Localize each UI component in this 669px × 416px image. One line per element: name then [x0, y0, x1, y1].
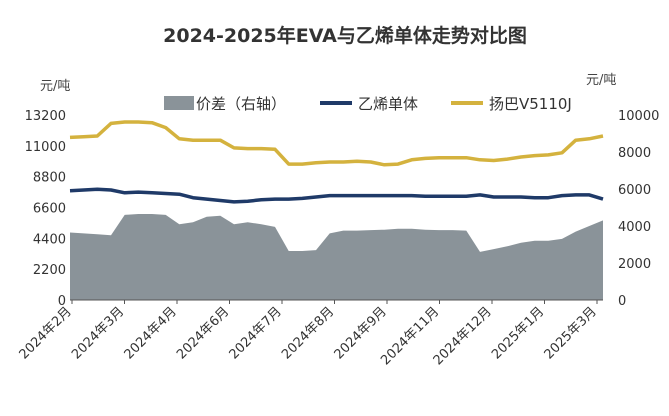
y-left-tick-label: 0 — [58, 294, 66, 309]
y-right-tick-label: 2000 — [618, 257, 651, 272]
spread-area-series — [70, 214, 603, 300]
legend-label: 乙烯单体 — [358, 95, 418, 113]
y-left-unit: 元/吨 — [40, 79, 70, 94]
y-right-tick-label: 6000 — [618, 183, 651, 198]
y-left-tick-label: 8800 — [33, 171, 66, 186]
legend-item-ethylene: 乙烯单体 — [320, 95, 418, 113]
chart-title: 2024-2025年EVA与乙烯单体走势对比图 — [163, 24, 527, 47]
y-left-tick-label: 13200 — [25, 109, 66, 124]
spread-area — [70, 214, 603, 300]
x-tick-label: 2024年6月 — [174, 304, 232, 362]
x-tick-label: 2024年2月 — [17, 304, 75, 362]
y-right-tick-label: 10000 — [618, 109, 659, 124]
legend: 价差（右轴） 乙烯单体 扬巴V5110J — [164, 95, 572, 113]
y-left-tick-label: 2200 — [33, 263, 66, 278]
x-tick-label: 2025年3月 — [542, 304, 600, 362]
y-left-tick-label: 11000 — [25, 140, 66, 155]
y-right-unit: 元/吨 — [586, 73, 616, 88]
y-right-tick-label: 4000 — [618, 220, 651, 235]
legend-item-yangba: 扬巴V5110J — [451, 95, 572, 113]
legend-item-spread: 价差（右轴） — [164, 95, 286, 113]
x-tick-label: 2024年3月 — [69, 304, 127, 362]
y-right-tick-label: 0 — [618, 294, 626, 309]
line-series — [69, 120, 604, 204]
ethylene-line — [69, 187, 604, 204]
x-tick-label: 2025年1月 — [489, 304, 547, 362]
y-left-tick-label: 6600 — [33, 202, 66, 217]
x-tick-label: 2024年4月 — [122, 304, 180, 362]
y-left-tick-label: 4400 — [33, 232, 66, 247]
y-right-tick-label: 8000 — [618, 146, 651, 161]
yangba-line — [69, 120, 604, 167]
x-tick-label: 2024年8月 — [279, 304, 337, 362]
legend-label: 扬巴V5110J — [489, 95, 572, 113]
legend-swatch — [164, 96, 194, 110]
legend-label: 价差（右轴） — [196, 95, 286, 113]
x-tick-label: 2024年7月 — [227, 304, 285, 362]
